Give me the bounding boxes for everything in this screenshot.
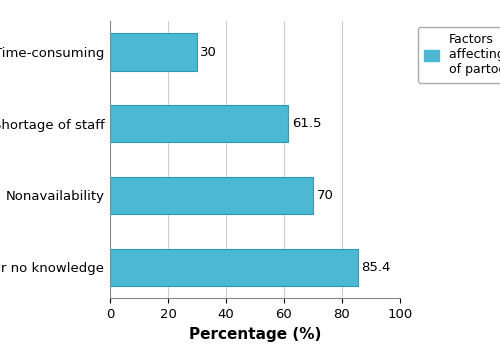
Legend: Factors
affecting use
of partograph: Factors affecting use of partograph (418, 27, 500, 83)
Bar (110, 33, 197, 71)
Text: 85.4: 85.4 (361, 261, 390, 274)
Bar (110, 248, 358, 286)
Bar (110, 177, 313, 214)
X-axis label: Percentage (%): Percentage (%) (189, 327, 321, 342)
Bar (110, 105, 288, 142)
Text: 61.5: 61.5 (292, 117, 322, 130)
Text: 70: 70 (316, 189, 334, 202)
Text: 30: 30 (200, 45, 218, 59)
